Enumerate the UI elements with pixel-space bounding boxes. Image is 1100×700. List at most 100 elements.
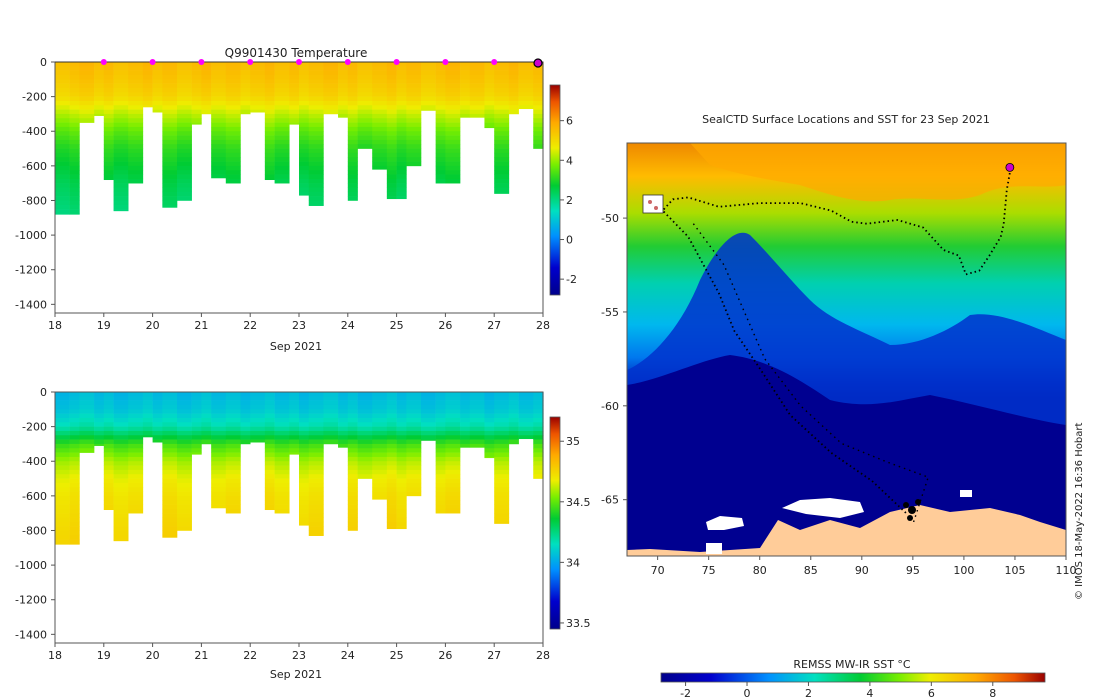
section-cell [508, 92, 519, 97]
section-cell [225, 109, 241, 115]
section-cell [357, 70, 373, 76]
section-cell [323, 400, 339, 406]
section-cell [396, 495, 407, 501]
section-cell [406, 74, 422, 80]
section-cell [445, 83, 461, 89]
section-cell [396, 448, 407, 453]
section-cell [435, 161, 446, 167]
section-cell [69, 491, 80, 497]
section-cell [128, 413, 144, 419]
section-cell [386, 478, 397, 484]
section-cell [347, 74, 358, 80]
section-cell [55, 191, 70, 197]
section-cell [264, 161, 275, 167]
section-cell [508, 400, 519, 406]
section-cell [113, 170, 129, 175]
section-cell [177, 474, 192, 479]
section-cell [396, 422, 407, 427]
x-tick-label: 26 [438, 319, 452, 332]
section-cell [264, 430, 275, 436]
section-cell [435, 448, 446, 453]
section-cell [469, 417, 485, 423]
section-cell [211, 83, 227, 89]
section-cell [323, 92, 339, 97]
section-cell [289, 62, 300, 67]
map-frame [626, 142, 1067, 557]
section-cell [69, 178, 80, 184]
section-cell [299, 430, 310, 436]
section-cell [113, 74, 129, 80]
section-cell [372, 456, 388, 462]
temperature-panel: Q9901430 Temperature 18 19 20 21 22 23 24 25 26 2… [15, 46, 577, 353]
colorbar-tick-label: 33.5 [566, 617, 591, 630]
section-cell [128, 152, 144, 158]
section-cell [55, 448, 70, 453]
section-cell [55, 144, 70, 149]
section-cell [308, 487, 324, 492]
section-cell [445, 422, 461, 427]
section-cell [421, 413, 436, 419]
section-cell [494, 396, 510, 401]
section-cell [177, 174, 192, 180]
section-cell [308, 118, 324, 123]
section-cell [240, 396, 251, 401]
section-cell [338, 87, 349, 93]
section-cell [323, 79, 339, 84]
section-cell [445, 504, 461, 510]
section-cell [435, 504, 446, 510]
section-cell [299, 139, 310, 145]
section-cell [308, 92, 324, 97]
section-cell [386, 105, 397, 110]
section-cell [396, 183, 407, 188]
section-cell [162, 157, 178, 162]
section-cell [299, 417, 310, 423]
section-cell [518, 430, 534, 436]
section-cell [225, 62, 241, 67]
section-cell [406, 96, 422, 102]
section-cell [274, 500, 290, 505]
section-cell [225, 100, 241, 106]
section-cell [508, 396, 519, 401]
section-cell [103, 70, 114, 76]
section-cell [94, 439, 105, 445]
section-cell [396, 435, 407, 440]
section-cell [445, 70, 461, 76]
section-cell [347, 426, 358, 432]
section-cell [191, 62, 202, 67]
section-cell [55, 422, 70, 427]
section-cell [386, 183, 397, 188]
section-cell [103, 83, 114, 89]
section-cell [201, 87, 212, 93]
section-cell [250, 87, 266, 93]
section-cell [396, 521, 407, 527]
section-cell [250, 70, 266, 76]
section-cell [128, 139, 144, 145]
section-cell [128, 74, 144, 80]
section-cell [308, 200, 324, 206]
colorbar-tick-label: 4 [566, 154, 573, 167]
section-cell [386, 456, 397, 462]
section-cell [162, 430, 178, 436]
section-cell [103, 178, 114, 181]
section-cell [357, 465, 373, 471]
section-cell [225, 474, 241, 479]
section-cell [518, 70, 534, 76]
section-cell [264, 426, 275, 432]
section-cell [274, 443, 290, 449]
section-cell [274, 165, 290, 171]
section-cell [406, 139, 422, 145]
section-cell [386, 400, 397, 406]
section-cell [460, 96, 471, 102]
section-cell [250, 400, 266, 406]
section-cell [274, 96, 290, 102]
section-cell [177, 500, 192, 505]
section-cell [347, 100, 358, 106]
section-cell [445, 144, 461, 149]
section-cell [69, 543, 80, 545]
section-cell [152, 400, 163, 406]
section-cell [435, 139, 446, 145]
section-cell [299, 517, 310, 523]
section-cell [152, 96, 163, 102]
section-cell [484, 448, 495, 453]
map-colorbar-tick-label: 2 [805, 687, 812, 700]
